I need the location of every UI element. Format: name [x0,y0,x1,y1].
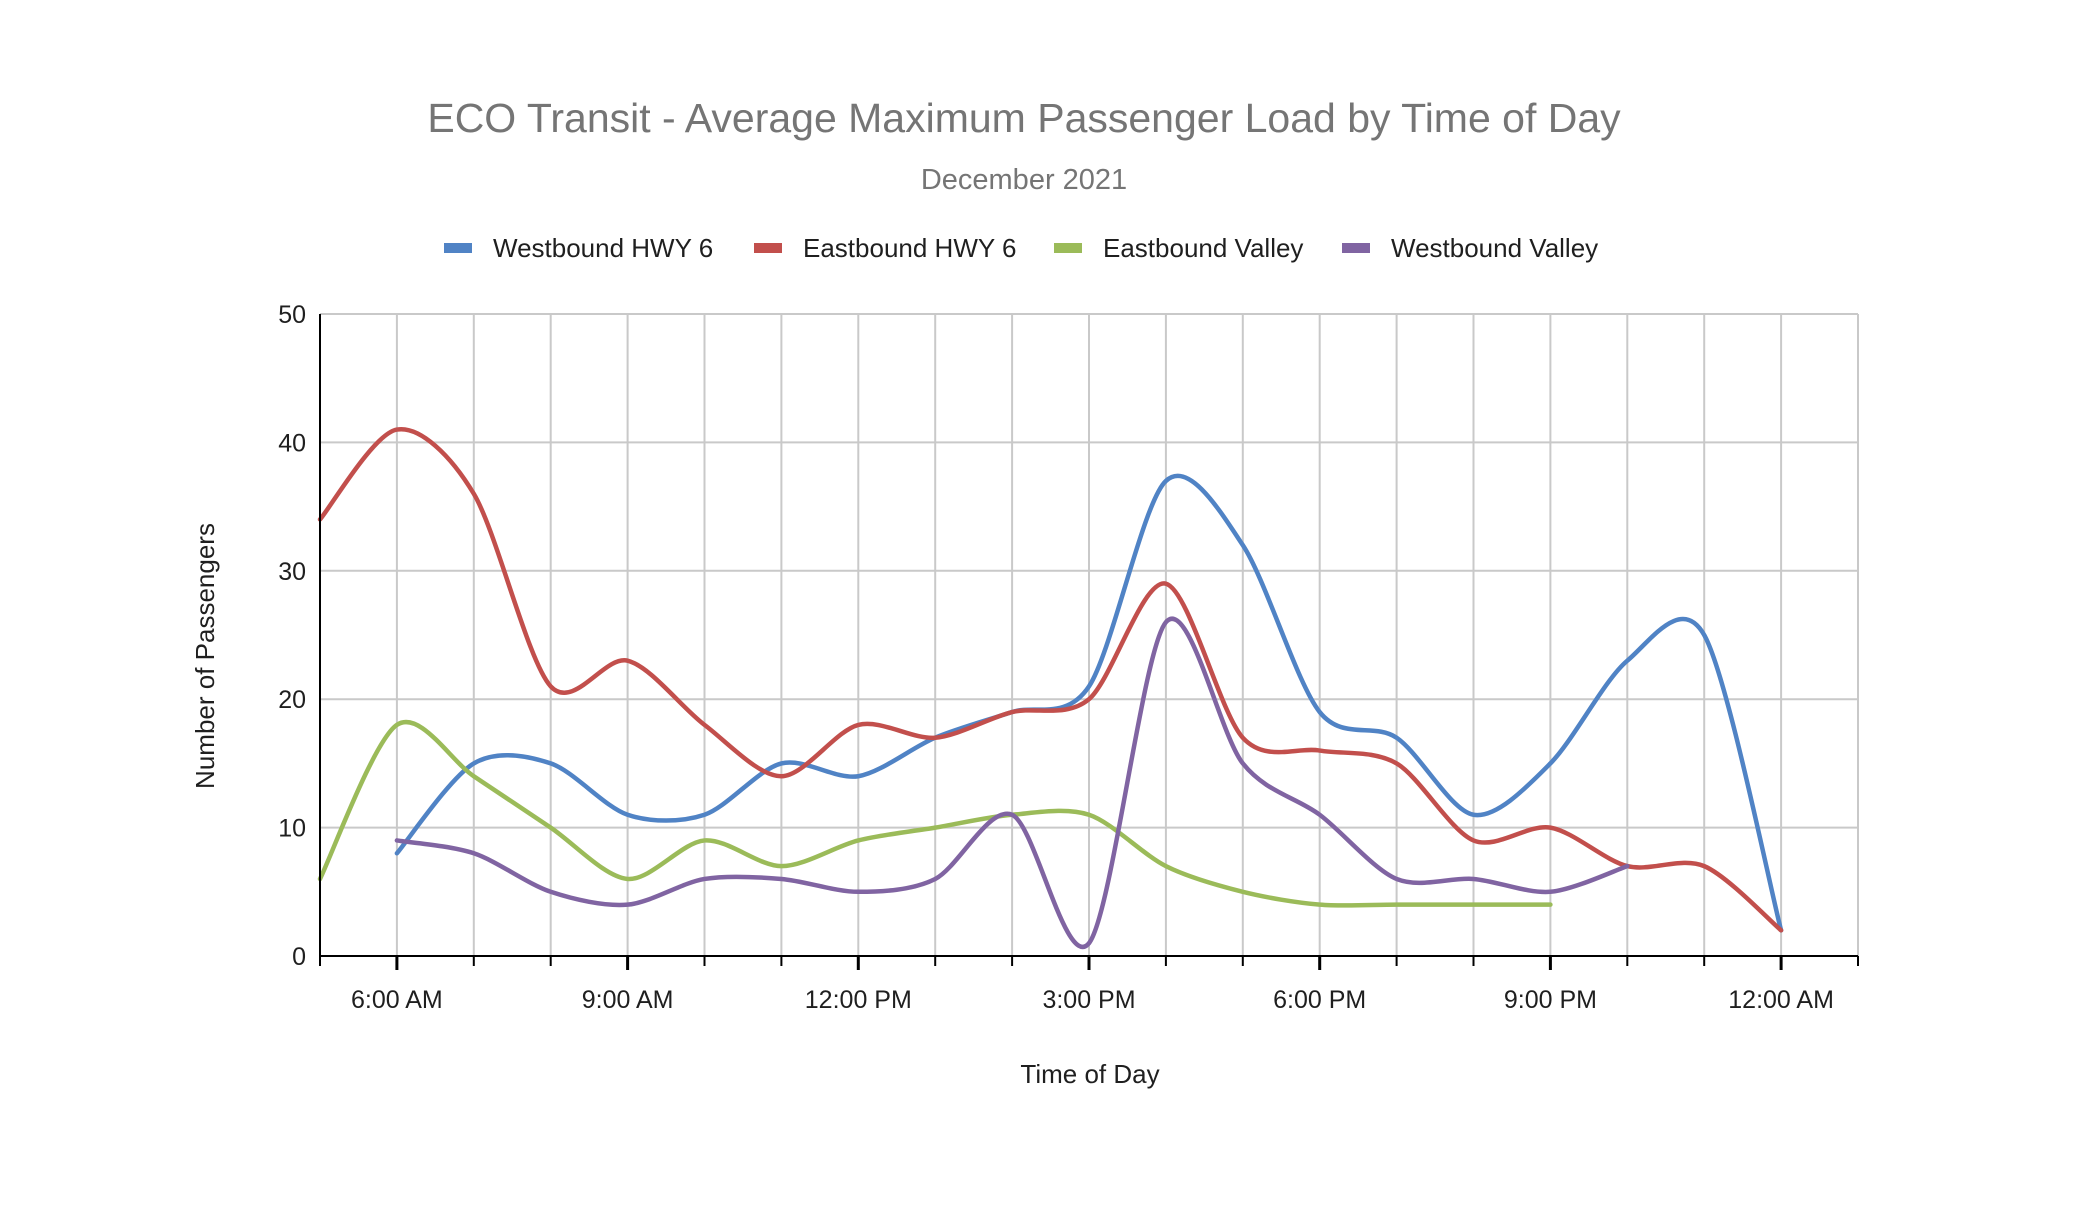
legend-label: Westbound Valley [1391,233,1598,263]
x-tick-label: 6:00 PM [1273,986,1366,1014]
series-line-westbound-valley [394,616,1630,949]
x-tick-label: 6:00 AM [351,986,443,1014]
legend-swatch [1342,243,1370,253]
chart-subtitle: December 2021 [921,164,1127,196]
y-tick-label: 10 [278,815,306,843]
legend: Westbound HWY 6 Eastbound HWY 6 Eastbound … [444,233,1598,263]
series-lines [317,427,1784,949]
x-tick-label: 3:00 PM [1042,986,1135,1014]
legend-swatch [1054,243,1082,253]
legend-label: Eastbound Valley [1103,233,1303,263]
legend-label: Westbound HWY 6 [493,233,713,263]
gridlines [319,313,1859,957]
series-line-eastbound-valley [317,720,1553,908]
axes [319,314,1859,970]
tick-labels: 0 10 20 30 40 50 6:00 AM 9:00 AM 12:00 PM 3:00 PM… [278,301,1834,1014]
x-tick-label: 12:00 PM [805,986,912,1014]
series-line-westbound-hwy-6 [394,473,1784,933]
x-tick-label: 12:00 AM [1728,986,1834,1014]
y-tick-label: 20 [278,686,306,714]
x-axis-label: Time of Day [1020,1059,1159,1089]
y-tick-label: 40 [278,429,306,457]
legend-swatch [754,243,782,253]
legend-swatch [444,243,472,253]
x-tick-label: 9:00 AM [582,986,674,1014]
y-tick-label: 30 [278,558,306,586]
y-axis-label: Number of Passengers [190,523,220,789]
y-tick-label: 50 [278,301,306,329]
series-line-eastbound-hwy-6 [317,427,1784,933]
chart-title: ECO Transit - Average Maximum Passenger … [427,95,1621,141]
x-tick-label: 9:00 PM [1504,986,1597,1014]
legend-label: Eastbound HWY 6 [803,233,1016,263]
y-tick-label: 0 [292,943,306,971]
